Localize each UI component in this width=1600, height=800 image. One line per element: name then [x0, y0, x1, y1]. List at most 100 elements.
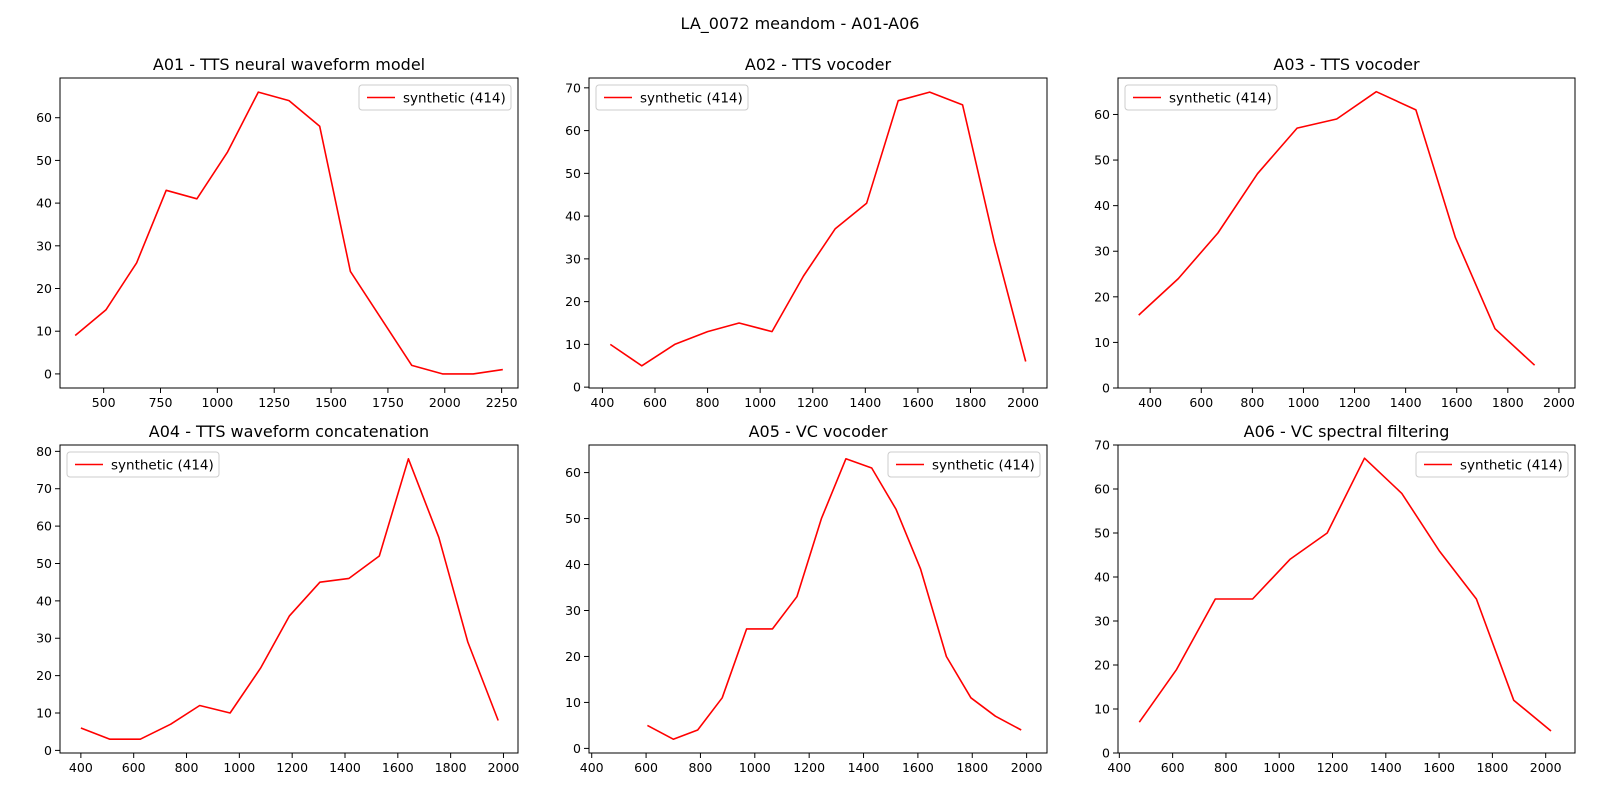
axes-frame: [1117, 444, 1576, 754]
y-tick-label: 0: [1102, 381, 1110, 396]
x-tick-label: 2000: [1011, 760, 1043, 775]
subplot-title: A01 - TTS neural waveform model: [153, 55, 425, 74]
y-tick-label: 80: [36, 444, 52, 459]
x-tick-label: 600: [634, 760, 658, 775]
x-tick-label: 1400: [848, 760, 880, 775]
legend-label: synthetic (414): [403, 91, 506, 107]
y-tick-label: 20: [1094, 658, 1110, 673]
legend-label: synthetic (414): [1169, 91, 1272, 107]
series-line: [1138, 90, 1536, 366]
x-tick-label: 1750: [372, 395, 404, 410]
y-tick-label: 0: [573, 380, 581, 395]
y-tick-label: 60: [36, 519, 52, 534]
legend-box: [358, 84, 512, 111]
x-tick-label: 1600: [1441, 395, 1473, 410]
axes-frame: [59, 444, 519, 754]
x-tick-label: 1800: [1492, 395, 1524, 410]
y-tick-label: 10: [1094, 702, 1110, 717]
subplot-title: A04 - TTS waveform concatenation: [149, 422, 429, 441]
y-tick-label: 50: [1094, 153, 1110, 168]
x-tick-label: 1600: [1423, 760, 1455, 775]
axes-frame: [588, 444, 1048, 754]
x-tick-label: 1000: [744, 395, 776, 410]
subplot-title: A05 - VC vocoder: [749, 422, 888, 441]
legend: synthetic (414): [887, 451, 1041, 478]
x-tick-label: 1600: [902, 395, 934, 410]
x-tick-label: 2000: [1530, 760, 1562, 775]
x-tick-label: 400: [590, 395, 614, 410]
y-tick-label: 20: [36, 281, 52, 296]
y-tick-label: 60: [1094, 107, 1110, 122]
x-tick-label: 800: [175, 760, 199, 775]
legend: synthetic (414): [1124, 84, 1278, 111]
series-line: [609, 91, 1027, 367]
y-tick-label: 70: [36, 481, 52, 496]
y-tick-label: 0: [44, 743, 52, 758]
legend: synthetic (414): [66, 451, 220, 478]
x-tick-label: 600: [1161, 760, 1185, 775]
y-tick-label: 30: [565, 251, 581, 266]
y-tick-label: 50: [565, 166, 581, 181]
x-tick-label: 1000: [223, 760, 255, 775]
y-tick-label: 50: [36, 556, 52, 571]
x-tick-label: 1000: [1288, 395, 1320, 410]
x-tick-label: 1200: [797, 395, 829, 410]
y-tick-label: 0: [1102, 746, 1110, 761]
x-tick-label: 2000: [429, 395, 461, 410]
x-tick-label: 400: [1107, 760, 1131, 775]
y-tick-label: 0: [44, 366, 52, 381]
x-tick-label: 2000: [1543, 395, 1575, 410]
legend-label: synthetic (414): [1460, 458, 1563, 474]
x-tick-label: 800: [1214, 760, 1238, 775]
x-tick-label: 1400: [1390, 395, 1422, 410]
x-tick-label: 2000: [1007, 395, 1039, 410]
x-tick-label: 1200: [1339, 395, 1371, 410]
y-tick-label: 50: [565, 511, 581, 526]
legend-label: synthetic (414): [932, 458, 1035, 474]
x-tick-label: 2250: [486, 395, 518, 410]
axes-frame: [59, 77, 519, 389]
legend-box: [66, 451, 220, 478]
x-tick-label: 1800: [955, 395, 987, 410]
x-tick-label: 1000: [1263, 760, 1295, 775]
subplot-title: A03 - TTS vocoder: [1273, 55, 1420, 74]
y-tick-label: 60: [36, 110, 52, 125]
y-tick-label: 30: [565, 603, 581, 618]
series-line: [74, 91, 503, 375]
series-line: [80, 457, 499, 741]
x-tick-label: 600: [122, 760, 146, 775]
x-tick-label: 1500: [315, 395, 347, 410]
y-tick-label: 10: [565, 337, 581, 352]
x-tick-label: 400: [69, 760, 93, 775]
x-tick-label: 800: [696, 395, 720, 410]
x-tick-label: 1600: [382, 760, 414, 775]
x-tick-label: 750: [149, 395, 173, 410]
y-tick-label: 10: [36, 706, 52, 721]
x-tick-label: 1200: [1317, 760, 1349, 775]
axes-frame: [588, 77, 1048, 389]
y-tick-label: 10: [565, 695, 581, 710]
x-tick-label: 500: [92, 395, 116, 410]
y-tick-label: 50: [1094, 526, 1110, 541]
x-tick-label: 600: [1189, 395, 1213, 410]
x-tick-label: 1600: [902, 760, 934, 775]
y-tick-label: 60: [565, 465, 581, 480]
x-tick-label: 1400: [849, 395, 881, 410]
x-tick-label: 2000: [488, 760, 520, 775]
y-tick-label: 40: [1094, 570, 1110, 585]
subplot-title: A06 - VC spectral filtering: [1244, 422, 1450, 441]
y-tick-label: 10: [36, 324, 52, 339]
axes-frame: [1117, 77, 1576, 389]
y-tick-label: 10: [1094, 335, 1110, 350]
y-tick-label: 20: [565, 649, 581, 664]
x-tick-label: 1000: [201, 395, 233, 410]
legend-box: [1415, 451, 1569, 478]
y-tick-label: 40: [565, 209, 581, 224]
x-tick-label: 1000: [739, 760, 771, 775]
x-tick-label: 400: [1138, 395, 1162, 410]
y-tick-label: 50: [36, 153, 52, 168]
